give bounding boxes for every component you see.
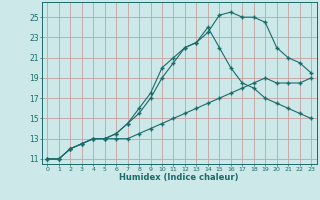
X-axis label: Humidex (Indice chaleur): Humidex (Indice chaleur) (119, 173, 239, 182)
